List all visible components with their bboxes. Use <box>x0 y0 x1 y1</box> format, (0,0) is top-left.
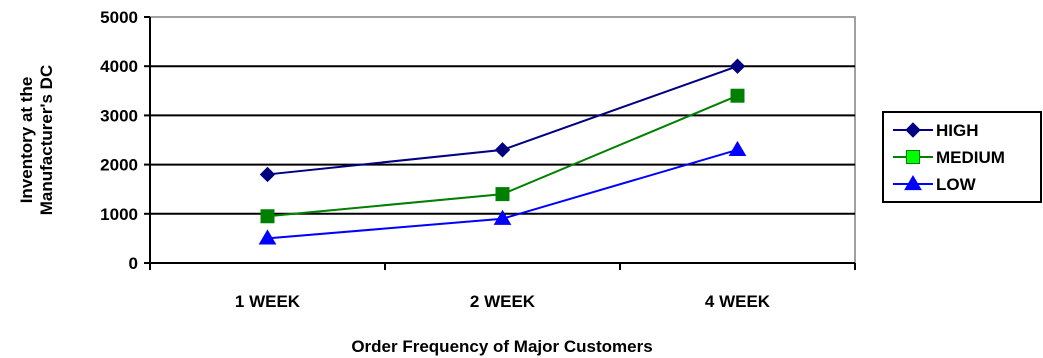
legend-marker-high <box>905 122 921 138</box>
x-tick-label-2: 4 WEEK <box>705 292 771 311</box>
y-axis-title-line-2: Manufacturer's DC <box>37 65 56 215</box>
legend-label-medium: MEDIUM <box>936 148 1005 167</box>
y-tick-label-0: 0 <box>129 254 138 273</box>
legend-entry-low: LOW <box>893 175 977 194</box>
series-group <box>258 58 747 245</box>
y-axis-title-line-1: Inventory at the <box>17 77 36 204</box>
y-axis-ticks: 0 1000 2000 3000 4000 5000 <box>100 8 150 273</box>
legend: HIGH MEDIUM LOW <box>882 111 1042 203</box>
point-high-0 <box>259 166 276 183</box>
point-low-0 <box>258 229 277 245</box>
legend-entry-high: HIGH <box>893 121 979 140</box>
x-tick-label-1: 2 WEEK <box>470 292 536 311</box>
x-tick-label-0: 1 WEEK <box>235 292 301 311</box>
x-axis-ticks: 1 WEEK 2 WEEK 4 WEEK <box>149 263 856 311</box>
legend-entry-medium: MEDIUM <box>893 148 1005 167</box>
axes <box>149 17 855 264</box>
legend-marker-medium <box>906 150 920 164</box>
legend-label-low: LOW <box>936 175 977 194</box>
series-high <box>259 58 746 183</box>
point-high-2 <box>729 58 746 74</box>
y-tick-label-2000: 2000 <box>100 156 138 175</box>
legend-label-high: HIGH <box>936 121 979 140</box>
series-medium <box>260 88 745 224</box>
point-low-2 <box>728 140 747 156</box>
y-tick-label-5000: 5000 <box>100 8 138 27</box>
point-high-1 <box>494 142 511 158</box>
y-tick-label-1000: 1000 <box>100 205 138 224</box>
y-tick-label-3000: 3000 <box>100 106 138 125</box>
legend-marker-low <box>904 175 922 191</box>
point-medium-1 <box>495 187 510 202</box>
y-tick-label-4000: 4000 <box>100 57 138 76</box>
plot-area <box>149 16 856 264</box>
point-low-1 <box>493 209 512 225</box>
x-axis-title: Order Frequency of Major Customers <box>351 337 652 356</box>
y-axis-title: Inventory at the Manufacturer's DC <box>17 65 56 215</box>
series-low <box>258 140 747 245</box>
point-medium-0 <box>260 209 275 224</box>
point-medium-2 <box>730 88 745 103</box>
